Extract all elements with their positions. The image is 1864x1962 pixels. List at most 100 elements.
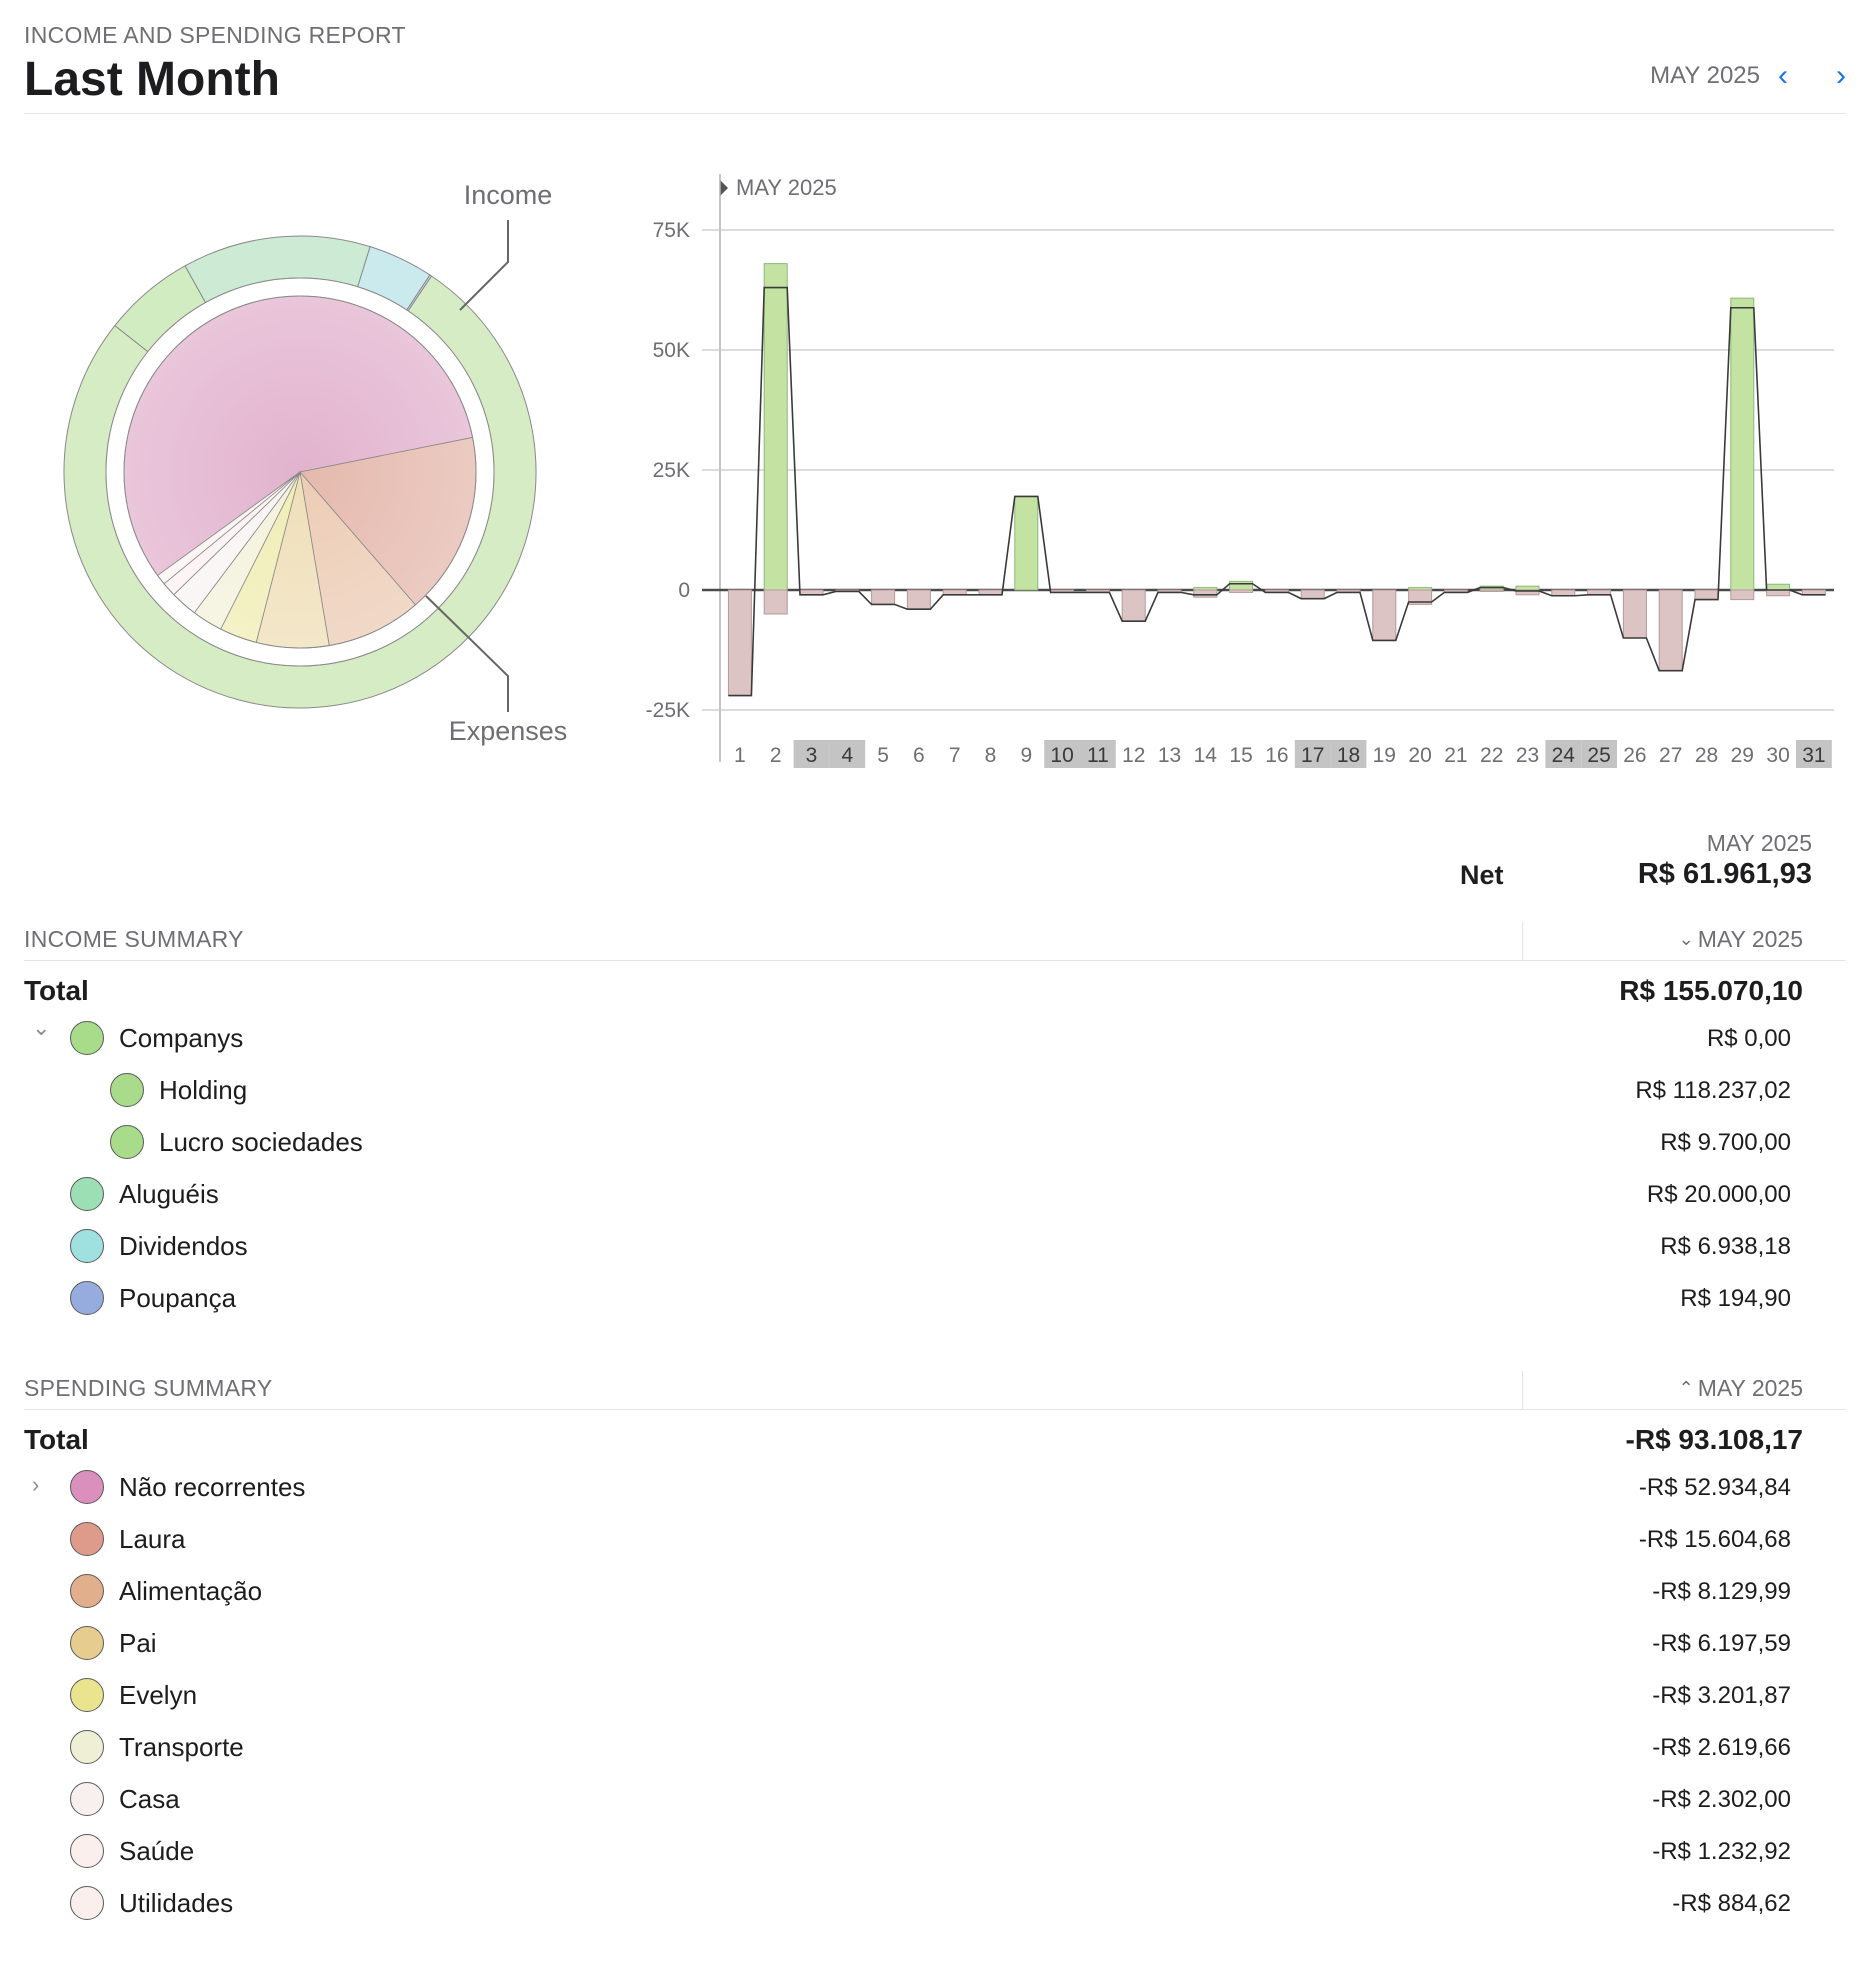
- chevron-up-icon: ⌃: [1678, 1378, 1694, 1398]
- income_summary-row-holding[interactable]: Holding R$ 118.237,02: [24, 1063, 1846, 1115]
- income-summary-title: INCOME SUMMARY: [24, 926, 244, 952]
- x-tick-label-18: 18: [1337, 744, 1360, 767]
- spending_summary-row-casa[interactable]: Casa -R$ 2.302,00: [24, 1772, 1846, 1824]
- x-tick-label-16: 16: [1265, 744, 1288, 767]
- x-tick-label-31: 31: [1802, 744, 1825, 767]
- weekend-highlight: [1796, 740, 1832, 768]
- income-bar: [1515, 585, 1540, 591]
- color-swatch: [70, 1626, 104, 1660]
- color-swatch: [70, 1782, 104, 1816]
- spending_summary-row-saude[interactable]: Saúde -R$ 1.232,92: [24, 1824, 1846, 1876]
- expense-bar: [1551, 589, 1576, 597]
- income-summary-header: INCOME SUMMARY ⌄ MAY 2025: [24, 922, 1846, 961]
- spending_summary-row-nao-recorrentes[interactable]: › Não recorrentes -R$ 52.934,84: [24, 1460, 1846, 1512]
- x-tick-label-4: 4: [841, 744, 853, 767]
- spending_summary-row-pai[interactable]: Pai -R$ 6.197,59: [24, 1616, 1846, 1668]
- net-value: R$ 61.961,93: [1637, 858, 1812, 890]
- net-line: [728, 286, 1826, 697]
- spending_summary-row-laura[interactable]: Laura -R$ 15.604,68: [24, 1512, 1846, 1564]
- category-value: -R$ 3.201,87: [1652, 1682, 1791, 1709]
- expense-bar: [1193, 589, 1218, 598]
- y-tick-label: 25K: [653, 459, 690, 482]
- category-value: -R$ 52.934,84: [1638, 1474, 1791, 1501]
- expense-bar: [1229, 589, 1254, 593]
- spending_summary-row-utilidades[interactable]: Utilidades -R$ 884,62: [24, 1876, 1846, 1928]
- chevron-left-icon[interactable]: ‹: [1778, 59, 1788, 92]
- category-label: Casa: [119, 1784, 180, 1814]
- chevron-right-icon[interactable]: ›: [1836, 59, 1846, 92]
- income-period-label: MAY 2025: [1697, 926, 1803, 952]
- x-tick-label-9: 9: [1020, 744, 1032, 767]
- category-value: -R$ 6.197,59: [1652, 1630, 1791, 1657]
- income-bar: [1014, 495, 1039, 591]
- pie-outline: [123, 295, 477, 649]
- expense-bar: [1408, 589, 1433, 605]
- chevron-down-icon[interactable]: ⌄: [32, 1015, 51, 1040]
- x-tick-label-14: 14: [1194, 744, 1218, 767]
- income-bar: [1229, 580, 1254, 591]
- period-label: MAY 2025: [1650, 62, 1760, 89]
- color-swatch: [70, 1281, 104, 1315]
- category-value: R$ 9.700,00: [1660, 1129, 1791, 1156]
- spending-total-label: Total: [24, 1424, 89, 1455]
- spending_summary-row-transporte[interactable]: Transporte -R$ 2.619,66: [24, 1720, 1846, 1772]
- income-bar: [763, 263, 788, 591]
- expense-bar: [906, 589, 931, 610]
- income_summary-row-companys[interactable]: ⌄ Companys R$ 0,00: [24, 1011, 1846, 1063]
- spending-category-list: › Não recorrentes -R$ 52.934,84 Laura -R$ 15…: [24, 1460, 1846, 1928]
- category-label: Lucro sociedades: [159, 1127, 363, 1157]
- income_summary-row-dividendos[interactable]: Dividendos R$ 6.938,18: [24, 1219, 1846, 1271]
- x-tick-label-22: 22: [1480, 744, 1503, 767]
- color-swatch: [70, 1177, 104, 1211]
- spending_summary-row-evelyn[interactable]: Evelyn -R$ 3.201,87: [24, 1668, 1846, 1720]
- income-bar: [1730, 297, 1755, 591]
- y-tick-label: -25K: [646, 699, 690, 722]
- spending-total-value: -R$ 93.108,17: [1625, 1424, 1803, 1455]
- weekend-highlight: [1294, 740, 1331, 768]
- category-label: Dividendos: [119, 1231, 248, 1261]
- category-label: Saúde: [119, 1836, 195, 1866]
- expenses-callout-line: [425, 595, 509, 712]
- category-value: -R$ 1.232,92: [1652, 1838, 1791, 1865]
- x-tick-label-6: 6: [913, 744, 925, 767]
- income_summary-row-poupanca[interactable]: Poupança R$ 194,90: [24, 1271, 1846, 1323]
- weekend-highlight: [1581, 740, 1617, 768]
- color-swatch: [70, 1678, 104, 1712]
- expense-bar: [1300, 589, 1325, 600]
- category-label: Não recorrentes: [119, 1472, 306, 1502]
- expense-bar: [871, 589, 896, 605]
- x-tick-label-10: 10: [1050, 744, 1073, 767]
- income-callout-line: [459, 220, 509, 311]
- income_summary-row-lucro-sociedades[interactable]: Lucro sociedades R$ 9.700,00: [24, 1115, 1846, 1167]
- category-value: R$ 118.237,02: [1635, 1077, 1791, 1104]
- weekend-highlight: [793, 740, 830, 768]
- x-tick-label-8: 8: [985, 744, 997, 767]
- weekend-highlight: [1044, 740, 1080, 768]
- income-total-row: Total R$ 155.070,10: [24, 961, 1846, 1011]
- spending_summary-row-alimentacao[interactable]: Alimentação -R$ 8.129,99: [24, 1564, 1846, 1616]
- x-tick-label-5: 5: [877, 744, 889, 767]
- income_summary-row-alugueis[interactable]: Aluguéis R$ 20.000,00: [24, 1167, 1846, 1219]
- expense-bar: [1622, 589, 1647, 639]
- y-tick-label: 50K: [653, 339, 690, 362]
- expense-bar: [1372, 589, 1397, 641]
- expense-bar: [727, 589, 752, 697]
- expense-bar: [1766, 589, 1791, 597]
- category-value: R$ 0,00: [1706, 1025, 1791, 1052]
- income-period-column-header[interactable]: ⌄ MAY 2025: [1679, 926, 1803, 953]
- spending-period-column-header[interactable]: ⌃ MAY 2025: [1679, 1375, 1803, 1402]
- column-divider: [1522, 922, 1523, 960]
- spending-summary-title: SPENDING SUMMARY: [24, 1375, 273, 1401]
- chevron-right-icon[interactable]: ›: [32, 1472, 40, 1497]
- x-tick-label-3: 3: [806, 744, 818, 767]
- x-tick-label-7: 7: [949, 744, 961, 767]
- column-divider: [1522, 1371, 1523, 1409]
- x-tick-label-25: 25: [1587, 744, 1610, 767]
- expense-bar: [1515, 589, 1540, 596]
- expense-bar: [763, 589, 788, 615]
- x-tick-label-20: 20: [1408, 744, 1431, 767]
- x-tick-label-27: 27: [1659, 744, 1682, 767]
- x-tick-label-19: 19: [1373, 744, 1396, 767]
- category-value: R$ 6.938,18: [1660, 1233, 1791, 1260]
